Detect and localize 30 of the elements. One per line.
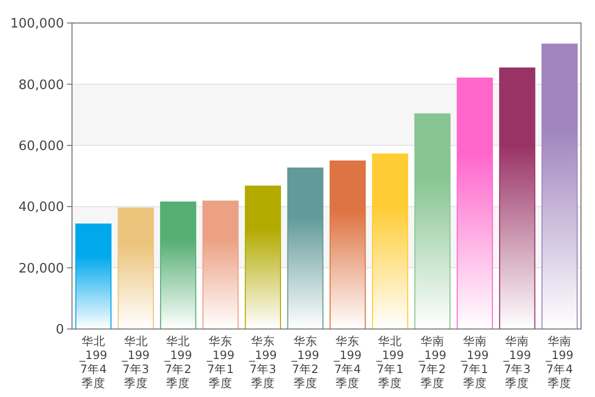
bar (372, 153, 408, 330)
x-tick-label: 华东_1997年4季度 (332, 334, 362, 390)
y-tick-label: 100,000 (10, 16, 64, 32)
x-tick-label: 华南_1997年3季度 (502, 334, 532, 390)
y-tick-label: 40,000 (18, 200, 64, 216)
y-tick-label: 20,000 (18, 261, 64, 276)
x-tick-label: 华北_1997年1季度 (375, 334, 404, 390)
bar (118, 208, 154, 330)
y-tick-label: 60,000 (18, 138, 64, 154)
bar (287, 168, 324, 330)
y-tick-label: 0 (56, 322, 64, 338)
bar (414, 113, 451, 330)
bar (499, 67, 536, 330)
bar (244, 186, 282, 330)
bar (160, 202, 196, 330)
x-tick-label: 华东_1997年3季度 (248, 334, 277, 390)
x-tick-label: 华北_1997年2季度 (163, 334, 192, 390)
bar (75, 224, 112, 330)
y-tick-label: 80,000 (18, 78, 64, 93)
x-tick-label: 华东_1997年1季度 (206, 334, 234, 390)
x-tick-label: 华南_1997年4季度 (544, 334, 574, 390)
x-tick-label: 华南_1997年1季度 (460, 334, 489, 390)
bar (330, 160, 366, 330)
x-tick-label: 华北_1997年3季度 (120, 334, 150, 390)
x-tick-label: 华北_1997年4季度 (78, 334, 108, 390)
bar (542, 44, 578, 330)
bar (456, 78, 493, 330)
x-tick-label: 华东_1997年2季度 (290, 334, 320, 390)
bar (202, 200, 239, 330)
x-tick-label: 华南_1997年2季度 (418, 334, 446, 390)
